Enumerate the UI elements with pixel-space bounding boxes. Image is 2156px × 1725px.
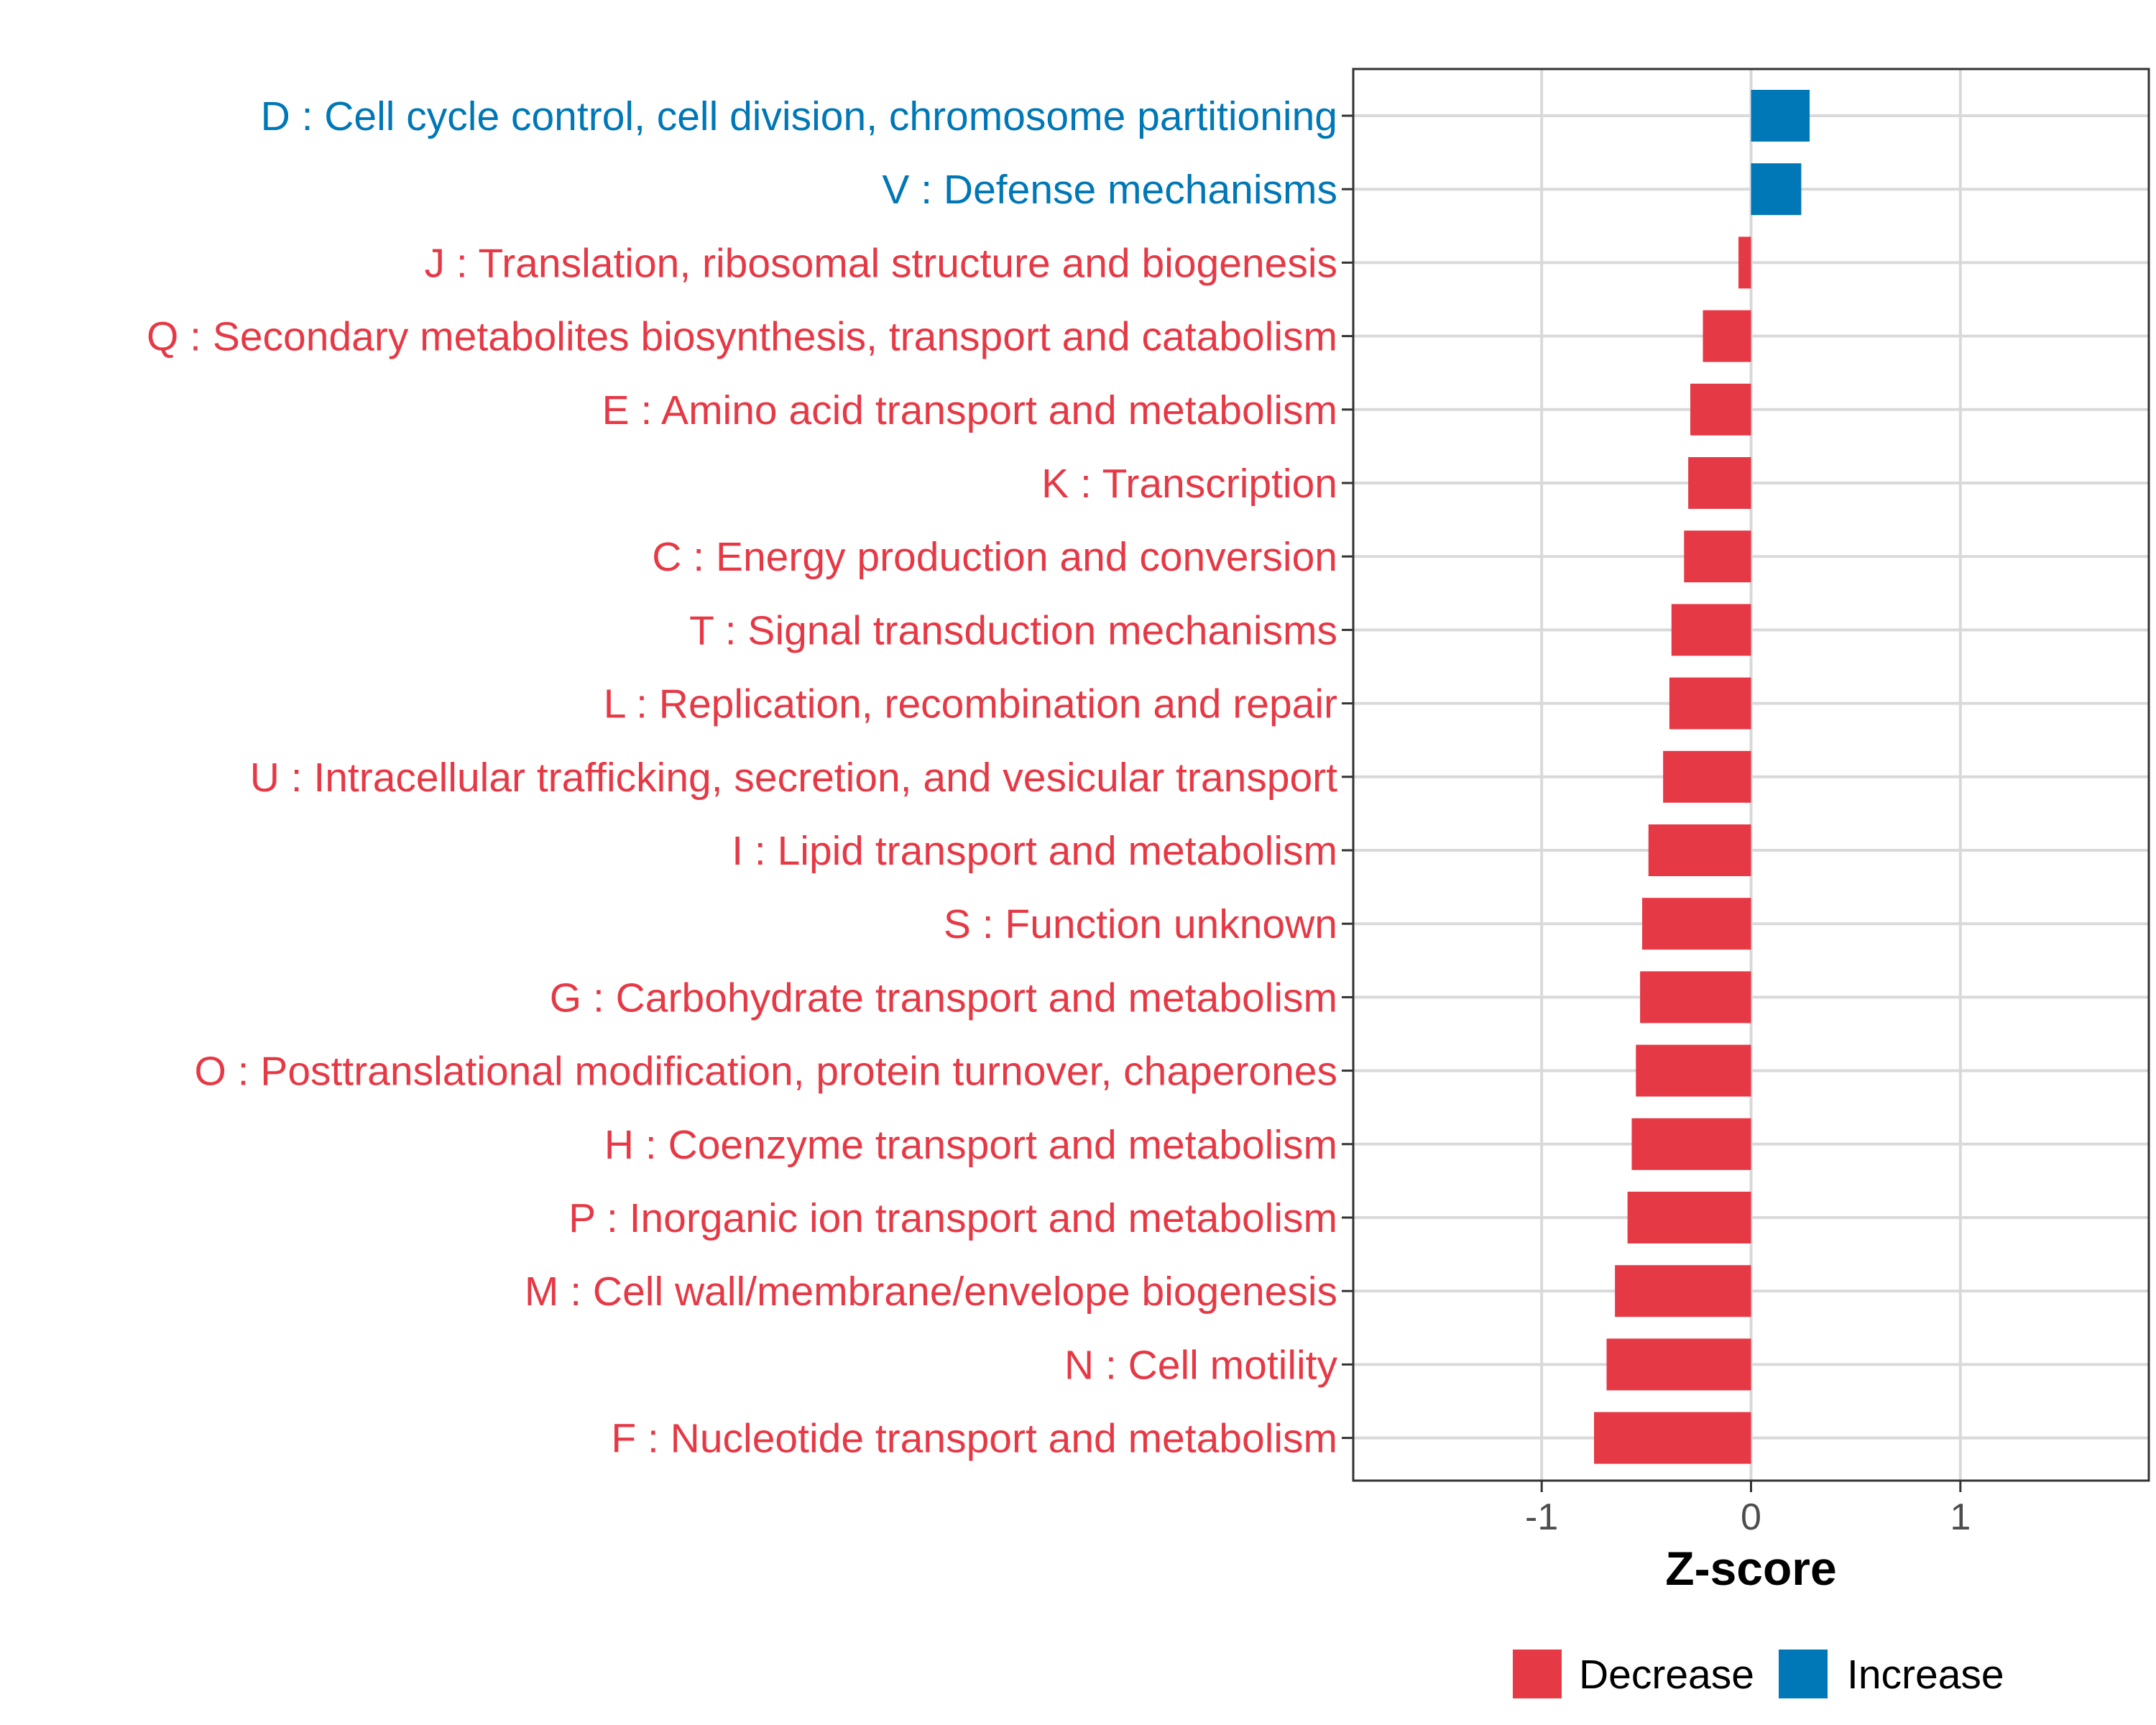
category-label: V : Defense mechanisms	[882, 167, 1337, 213]
category-label: C : Energy production and conversion	[652, 534, 1337, 580]
category-label: E : Amino acid transport and metabolism	[602, 387, 1337, 433]
category-label: D : Cell cycle control, cell division, c…	[261, 93, 1337, 139]
legend-label-increase: Increase	[1847, 1652, 2004, 1698]
bar-j	[1738, 236, 1751, 289]
category-label: P : Inorganic ion transport and metaboli…	[568, 1195, 1337, 1241]
category-label: S : Function unknown	[944, 901, 1337, 947]
bar-f	[1594, 1412, 1751, 1464]
bar-n	[1606, 1338, 1751, 1391]
legend: Decrease Increase	[1513, 1650, 2004, 1698]
legend-swatch-increase	[1779, 1650, 1828, 1698]
category-label: H : Coenzyme transport and metabolism	[604, 1122, 1337, 1168]
category-label: L : Replication, recombination and repai…	[604, 681, 1337, 727]
category-labels: D : Cell cycle control, cell division, c…	[147, 93, 1338, 1462]
bar-c	[1684, 530, 1751, 583]
y-axis-ticks	[1342, 114, 1353, 1440]
bar-k	[1688, 457, 1751, 509]
category-label: O : Posttranslational modification, prot…	[194, 1049, 1337, 1095]
bar-p	[1627, 1192, 1751, 1243]
bar-u	[1663, 750, 1751, 803]
category-label: N : Cell motility	[1064, 1342, 1338, 1388]
category-label: F : Nucleotide transport and metabolism	[611, 1416, 1337, 1462]
category-label: K : Transcription	[1041, 461, 1337, 507]
category-label: M : Cell wall/membrane/envelope biogenes…	[525, 1269, 1337, 1315]
x-axis-title: Z-score	[1665, 1542, 1836, 1595]
bar-s	[1642, 898, 1751, 950]
bar-l	[1669, 677, 1751, 730]
bar-t	[1671, 604, 1751, 656]
x-axis-ticks: -1 0 1	[1525, 1481, 1971, 1538]
bar-q	[1703, 310, 1751, 362]
category-label: I : Lipid transport and metabolism	[732, 828, 1337, 874]
x-tick-label: 1	[1950, 1496, 1971, 1538]
bar-o	[1636, 1044, 1751, 1097]
bar-v	[1751, 163, 1802, 216]
bar-h	[1631, 1118, 1751, 1170]
legend-swatch-decrease	[1513, 1650, 1562, 1698]
category-label: U : Intracellular trafficking, secretion…	[250, 755, 1337, 801]
x-tick-label: 0	[1741, 1496, 1761, 1538]
bar-m	[1615, 1265, 1751, 1317]
category-label: Q : Secondary metabolites biosynthesis, …	[147, 314, 1337, 360]
bars	[1594, 90, 1810, 1464]
category-label: T : Signal transduction mechanisms	[689, 607, 1337, 653]
legend-label-decrease: Decrease	[1579, 1652, 1754, 1698]
category-label: G : Carbohydrate transport and metabolis…	[550, 975, 1337, 1021]
bar-i	[1648, 824, 1751, 876]
bar-g	[1640, 971, 1751, 1024]
bar-e	[1690, 383, 1751, 436]
x-tick-label: -1	[1525, 1496, 1558, 1538]
bar-d	[1751, 90, 1810, 142]
category-label: J : Translation, ribosomal structure and…	[425, 240, 1337, 286]
